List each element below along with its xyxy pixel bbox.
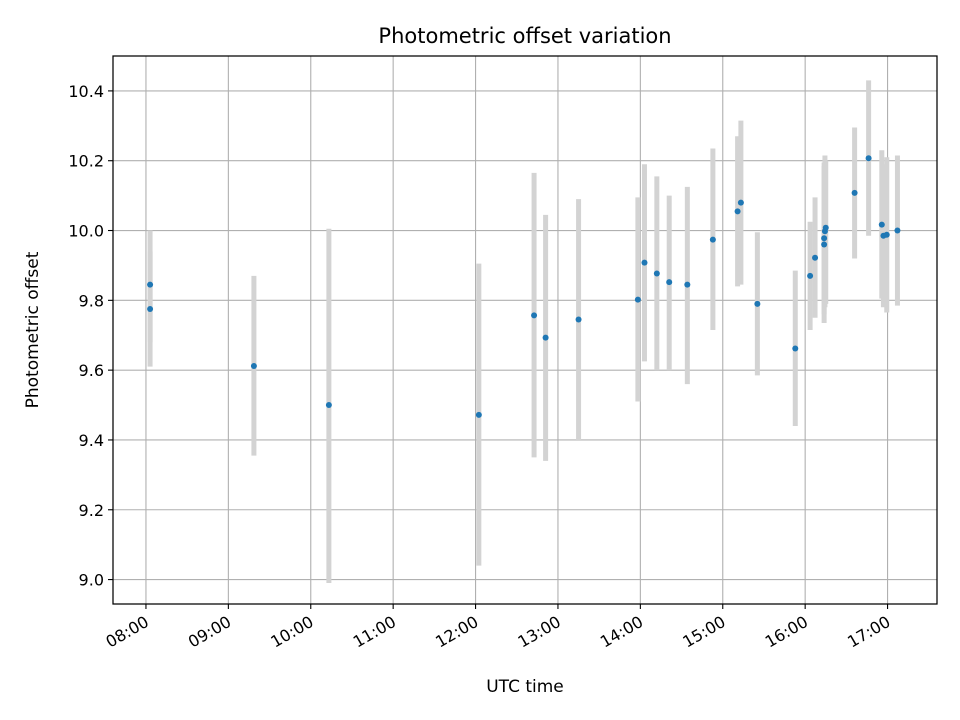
data-point: [575, 316, 582, 323]
data-point: [792, 345, 799, 352]
y-tick-label: 9.8: [79, 291, 104, 310]
data-point: [475, 411, 482, 418]
y-tick-label: 9.2: [79, 501, 104, 520]
data-point: [542, 334, 549, 341]
data-point: [641, 259, 648, 266]
data-point: [851, 189, 858, 196]
data-point: [250, 362, 257, 369]
y-tick-label: 10.2: [68, 152, 104, 171]
data-point: [865, 155, 872, 162]
data-points: [147, 155, 901, 418]
data-point: [821, 241, 828, 248]
y-tick-label: 9.4: [79, 431, 104, 450]
data-point: [325, 402, 332, 409]
data-point: [666, 279, 673, 286]
y-tick-label: 9.0: [79, 571, 104, 590]
data-point: [821, 235, 828, 242]
y-axis-ticks: 9.0 9.2 9.4 9.6 9.8 10.0 10.2 10.4: [68, 82, 113, 590]
plot-frame: [112, 55, 938, 605]
data-point: [812, 254, 819, 261]
y-axis-label: Photometric offset: [23, 251, 43, 408]
data-point: [754, 300, 761, 307]
grid: [113, 56, 937, 604]
data-point: [653, 270, 660, 277]
data-point: [878, 221, 885, 228]
data-point: [634, 296, 641, 303]
data-point: [147, 281, 154, 288]
y-tick-label: 10.0: [68, 222, 104, 241]
data-point: [883, 231, 890, 238]
data-point: [894, 227, 901, 234]
data-point: [807, 272, 814, 279]
data-point: [684, 281, 691, 288]
chart-title: Photometric offset variation: [378, 24, 671, 48]
x-axis-label: UTC time: [486, 677, 564, 697]
data-point: [734, 208, 741, 215]
data-point: [737, 199, 744, 206]
data-point: [531, 312, 538, 319]
y-tick-label: 9.6: [79, 361, 104, 380]
y-tick-label: 10.4: [68, 82, 104, 101]
data-point: [822, 224, 829, 231]
data-point: [147, 306, 154, 313]
data-point: [709, 236, 716, 243]
